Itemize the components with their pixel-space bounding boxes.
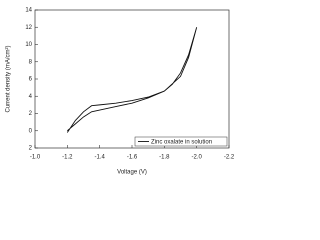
legend-box [134,136,228,147]
x-tick-label: -1.6 [127,155,138,161]
y-tick-label: 2 [29,111,33,117]
chart: Voltage (V) Current density (mA/cm²) 2 0 2… [6,8,235,176]
y-tick-label: 6 [29,77,33,83]
y-tick-label: 12 [25,25,32,31]
y-tick-label: 0 [29,128,33,134]
plot-frame [34,9,230,149]
x-tick-label: -1.8 [159,155,170,161]
x-axis-label: Voltage (V) [117,170,147,176]
x-tick-label: -2.0 [191,155,202,161]
series-line [66,27,198,133]
y-axis-label: Current density (mA/cm²) [6,45,12,112]
y-tick-label: 4 [29,94,33,100]
x-tick-label: -2.2 [224,155,235,161]
y-tick-label: 8 [29,59,33,65]
x-tick-label: -1.0 [30,155,41,161]
x-tick-label: -1.4 [94,155,105,161]
page: {"chart_data": {"type": "line", "xlabel"… [5,7,235,176]
x-tick-label: -1.2 [62,155,73,161]
y-tick-label: 14 [25,8,32,14]
y-tick-label: 10 [25,42,32,48]
legend-label: Zinc oxalate in solution [151,139,212,145]
y-tick-label: 2 [29,146,33,152]
